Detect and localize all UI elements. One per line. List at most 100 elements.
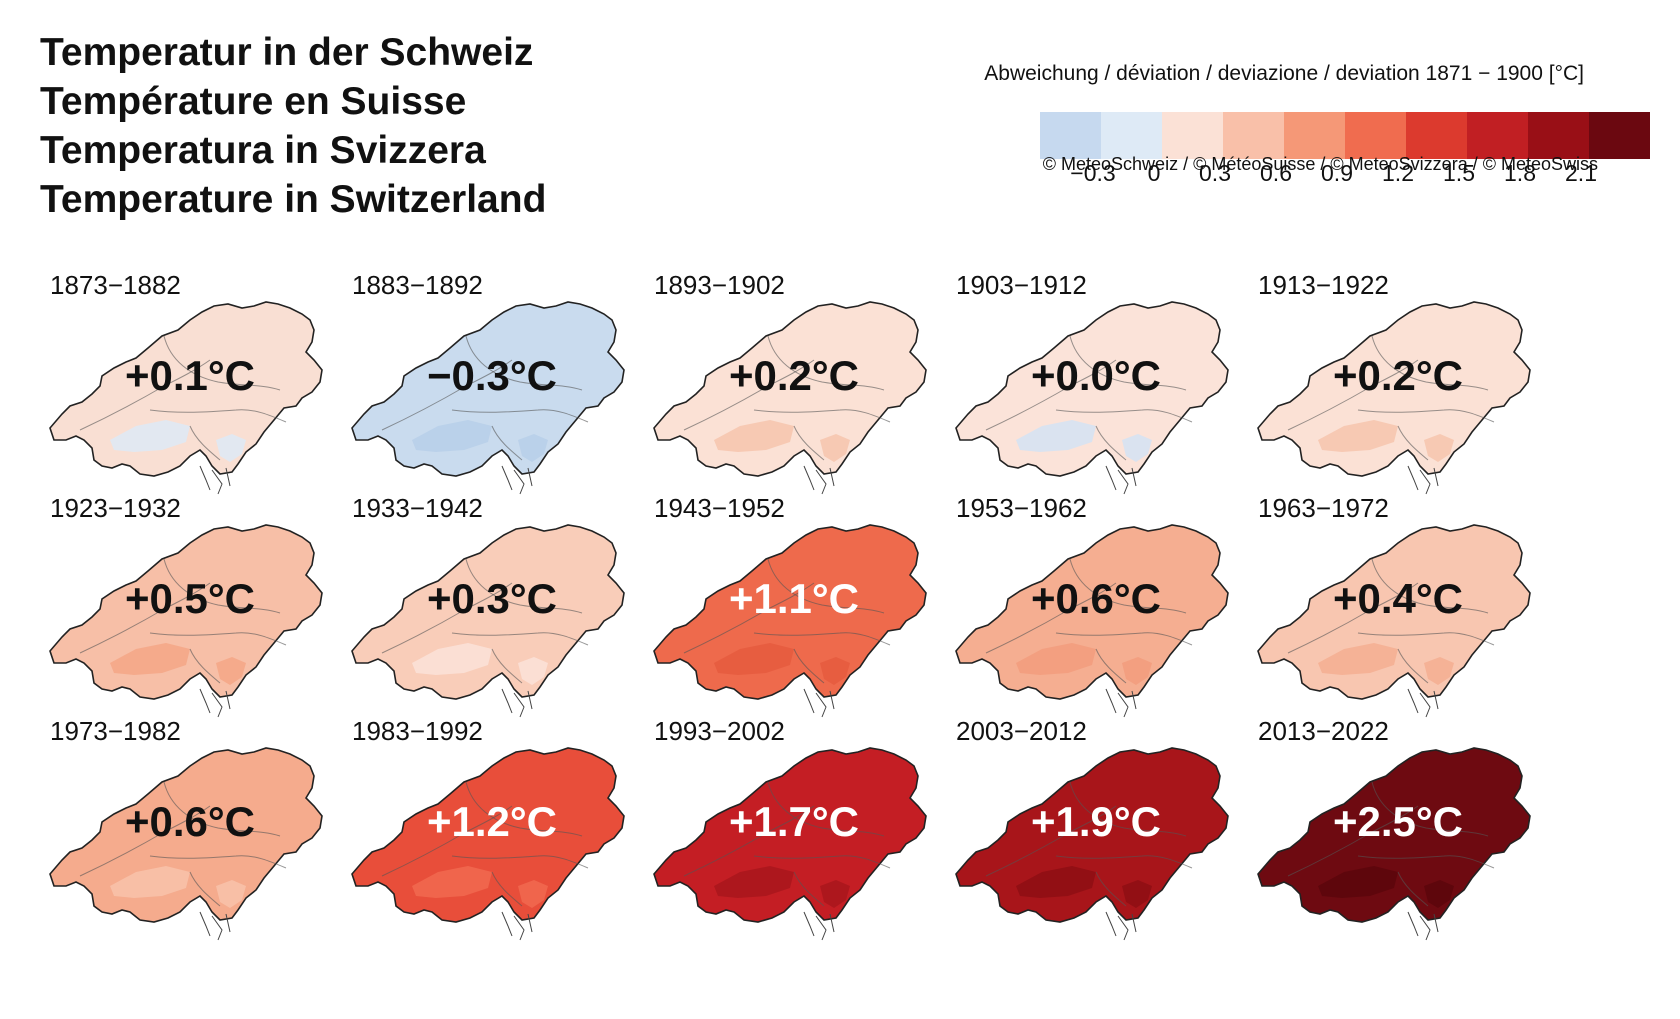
regional-anomaly-area [518, 880, 548, 908]
regional-boundary-line [451, 409, 589, 423]
switzerland-map [1257, 747, 1531, 941]
regional-anomaly-area [216, 880, 246, 908]
country-shape [49, 747, 323, 923]
title-french: Température en Suisse [40, 80, 467, 123]
regional-boundary-line [1371, 558, 1489, 614]
legend-swatch [1345, 112, 1406, 159]
map-panel: 1873−1882 +0.1°C [40, 270, 340, 500]
map-panel: 1973−1982 +0.6°C [40, 716, 340, 946]
regional-boundary-line [753, 855, 891, 869]
period-label: 1903−1912 [956, 270, 1087, 300]
regional-boundary-line [1069, 558, 1187, 614]
regional-boundary-line [793, 871, 825, 907]
regional-boundary-line [683, 359, 815, 431]
period-label: 1873−1882 [50, 270, 181, 300]
temperature-anomaly-value: +1.1°C [728, 575, 860, 622]
switzerland-map [1257, 301, 1531, 495]
country-shape [351, 301, 625, 477]
regional-boundary-line [491, 648, 523, 684]
period-label: 1883−1892 [352, 270, 483, 300]
regional-anomaly-area [110, 643, 190, 675]
regional-boundary-line [465, 558, 583, 614]
regional-boundary-line [1095, 425, 1127, 461]
southern-lakes-outline [1105, 911, 1137, 941]
switzerland-map [49, 747, 323, 941]
legend-tick-label: 2.1 [1565, 160, 1597, 186]
regional-boundary-line [1287, 359, 1419, 431]
regional-boundary-line [793, 648, 825, 684]
temperature-anomaly-value: +0.2°C [1332, 352, 1464, 399]
country-shape [955, 747, 1229, 923]
period-label: 1933−1942 [352, 493, 483, 523]
regional-anomaly-area [1318, 420, 1398, 452]
regional-boundary-line [1095, 871, 1127, 907]
country-shape [49, 524, 323, 700]
regional-boundary-line [985, 582, 1117, 654]
regional-boundary-line [753, 409, 891, 423]
map-panel: 1963−1972 +0.4°C [1248, 493, 1548, 723]
southern-lakes-outline [199, 465, 231, 495]
temperature-anomaly-value: +0.4°C [1332, 575, 1464, 622]
regional-boundary-line [767, 335, 885, 391]
period-label: 1913−1922 [1258, 270, 1389, 300]
period-label: 1893−1902 [654, 270, 785, 300]
chart-titles: Temperatur in der Schweiz Température en… [40, 28, 546, 224]
regional-boundary-line [1055, 855, 1193, 869]
regional-boundary-line [451, 855, 589, 869]
temperature-anomaly-value: +0.2°C [728, 352, 860, 399]
regional-boundary-line [149, 855, 287, 869]
regional-boundary-line [465, 335, 583, 391]
regional-anomaly-area [1016, 643, 1096, 675]
temperature-anomaly-value: +1.2°C [426, 798, 558, 845]
regional-boundary-line [189, 425, 221, 461]
switzerland-map [351, 301, 625, 495]
regional-boundary-line [1397, 871, 1429, 907]
legend-tick-label: 0.9 [1321, 160, 1353, 186]
southern-lakes-outline [1105, 688, 1137, 718]
regional-boundary-line [163, 558, 281, 614]
temperature-anomaly-value: +0.3°C [426, 575, 558, 622]
regional-boundary-line [163, 335, 281, 391]
southern-lakes-outline [803, 688, 835, 718]
regional-boundary-line [1357, 632, 1495, 646]
legend-tick-label: 0.3 [1199, 160, 1231, 186]
temperature-anomaly-value: +0.6°C [1030, 575, 1162, 622]
regional-boundary-line [1287, 582, 1419, 654]
switzerland-map [653, 524, 927, 718]
regional-boundary-line [189, 871, 221, 907]
switzerland-map [955, 301, 1229, 495]
southern-lakes-outline [501, 465, 533, 495]
country-shape [653, 301, 927, 477]
title-english: Temperature in Switzerland [40, 178, 547, 221]
map-panel: 1923−1932 +0.5°C [40, 493, 340, 723]
period-label: 1943−1952 [654, 493, 785, 523]
regional-boundary-line [451, 632, 589, 646]
regional-anomaly-area [714, 866, 794, 898]
period-label: 1953−1962 [956, 493, 1087, 523]
regional-boundary-line [465, 781, 583, 837]
legend-swatch [1284, 112, 1345, 159]
regional-boundary-line [1371, 781, 1489, 837]
regional-boundary-line [753, 632, 891, 646]
legend-swatch [1223, 112, 1284, 159]
switzerland-map [351, 524, 625, 718]
regional-boundary-line [683, 582, 815, 654]
regional-boundary-line [1371, 335, 1489, 391]
temperature-anomaly-value: −0.3°C [426, 352, 558, 399]
regional-anomaly-area [110, 420, 190, 452]
regional-boundary-line [491, 871, 523, 907]
regional-boundary-line [985, 805, 1117, 877]
map-grid: 1873−1882 +0.1°C 1883−1892 −0.3°C 1893−1902 +… [40, 270, 1660, 1010]
temperature-anomaly-value: +0.6°C [124, 798, 256, 845]
southern-lakes-outline [1407, 465, 1439, 495]
southern-lakes-outline [501, 688, 533, 718]
period-label: 1983−1992 [352, 716, 483, 746]
regional-anomaly-area [1424, 657, 1454, 685]
legend-tick-label: 0.6 [1260, 160, 1292, 186]
regional-anomaly-area [412, 643, 492, 675]
regional-boundary-line [985, 359, 1117, 431]
regional-anomaly-area [110, 866, 190, 898]
regional-anomaly-area [1318, 866, 1398, 898]
switzerland-map [955, 747, 1229, 941]
switzerland-map [653, 747, 927, 941]
